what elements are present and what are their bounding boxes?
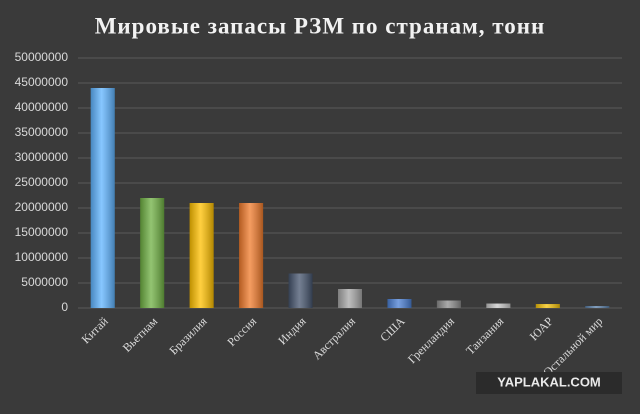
y-tick-label: 30000000 [15, 150, 69, 164]
bar-shine [338, 289, 362, 308]
y-tick-label: 25000000 [15, 175, 69, 189]
y-tick-label: 50000000 [15, 50, 69, 64]
bar-shine [288, 273, 313, 308]
watermark-box [476, 372, 622, 394]
y-tick-label: 35000000 [15, 125, 69, 139]
bar-shine [486, 303, 511, 308]
y-tick-label: 0 [61, 300, 68, 314]
watermark: YAPLAKAL.COM [497, 374, 601, 389]
chart-title: Мировые запасы РЗМ по странам, тонн [95, 13, 546, 38]
bar-shine [239, 203, 264, 308]
y-tick-label: 15000000 [15, 225, 69, 239]
bar-shine [90, 88, 115, 308]
y-tick-label: 20000000 [15, 200, 69, 214]
bar-shine [140, 198, 165, 308]
bar-shine [535, 304, 560, 308]
y-tick-label: 5000000 [21, 275, 68, 289]
bar-shine [436, 300, 461, 308]
y-tick-label: 10000000 [15, 250, 69, 264]
bar-shine [189, 203, 214, 308]
bar-shine [387, 299, 412, 308]
bar-shine [585, 306, 610, 308]
y-tick-label: 40000000 [15, 100, 69, 114]
y-tick-label: 45000000 [15, 75, 69, 89]
